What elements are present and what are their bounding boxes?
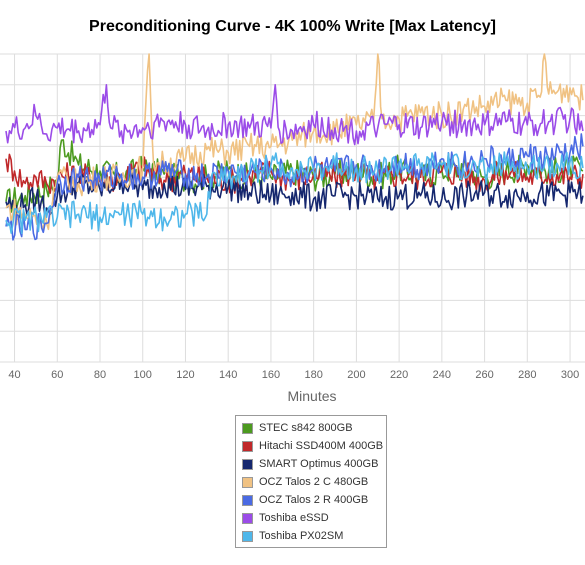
x-tick-label: 240: [433, 369, 451, 381]
legend-item[interactable]: OCZ Talos 2 R 400GB: [236, 491, 386, 509]
legend-item[interactable]: Toshiba PX02SM: [236, 527, 386, 545]
legend-label: Toshiba PX02SM: [259, 530, 344, 542]
x-axis-label: Minutes: [287, 388, 336, 404]
x-tick-label: 200: [347, 369, 365, 381]
series-line-6: [5, 151, 584, 235]
legend-label: OCZ Talos 2 R 400GB: [259, 494, 369, 506]
x-tick-label: 220: [390, 369, 408, 381]
series-lines: [5, 53, 584, 241]
legend: STEC s842 800GB Hitachi SSD400M 400GB SMAR…: [235, 415, 387, 548]
legend-item[interactable]: STEC s842 800GB: [236, 419, 386, 437]
legend-swatch: [242, 422, 253, 434]
x-tick-label: 140: [219, 369, 237, 381]
legend-swatch: [242, 476, 253, 488]
legend-label: SMART Optimus 400GB: [259, 458, 379, 470]
x-tick-label: 160: [262, 369, 280, 381]
legend-swatch: [242, 512, 253, 524]
chart-title: Preconditioning Curve - 4K 100% Write [M…: [89, 18, 496, 35]
x-tick-label: 280: [518, 369, 536, 381]
x-tick-label: 300: [561, 369, 579, 381]
legend-swatch: [242, 494, 253, 506]
x-tick-label: 60: [51, 369, 63, 381]
line-chart: 40 60 80 100 120 140 160 180 200 220 240 260 280 300 …: [0, 53, 585, 404]
legend-swatch: [242, 530, 253, 542]
legend-label: OCZ Talos 2 C 480GB: [259, 476, 369, 488]
x-tick-labels: 40 60 80 100 120 140 160 180 200 220 240 260 280 300: [8, 369, 579, 381]
legend-label: STEC s842 800GB: [259, 422, 353, 434]
legend-item[interactable]: SMART Optimus 400GB: [236, 455, 386, 473]
legend-swatch: [242, 458, 253, 470]
series-line-2: [5, 170, 584, 220]
gridlines: [0, 53, 585, 363]
legend-item[interactable]: Hitachi SSD400M 400GB: [236, 437, 386, 455]
x-tick-label: 120: [176, 369, 194, 381]
legend-swatch: [242, 440, 253, 452]
legend-label: Hitachi SSD400M 400GB: [259, 440, 384, 452]
legend-item[interactable]: Toshiba eSSD: [236, 509, 386, 527]
series-line-5: [5, 84, 584, 146]
x-tick-label: 260: [475, 369, 493, 381]
x-tick-label: 80: [94, 369, 106, 381]
x-tick-label: 100: [134, 369, 152, 381]
legend-item[interactable]: OCZ Talos 2 C 480GB: [236, 473, 386, 491]
x-tick-label: 40: [8, 369, 20, 381]
x-tick-label: 180: [304, 369, 322, 381]
legend-label: Toshiba eSSD: [259, 512, 329, 524]
